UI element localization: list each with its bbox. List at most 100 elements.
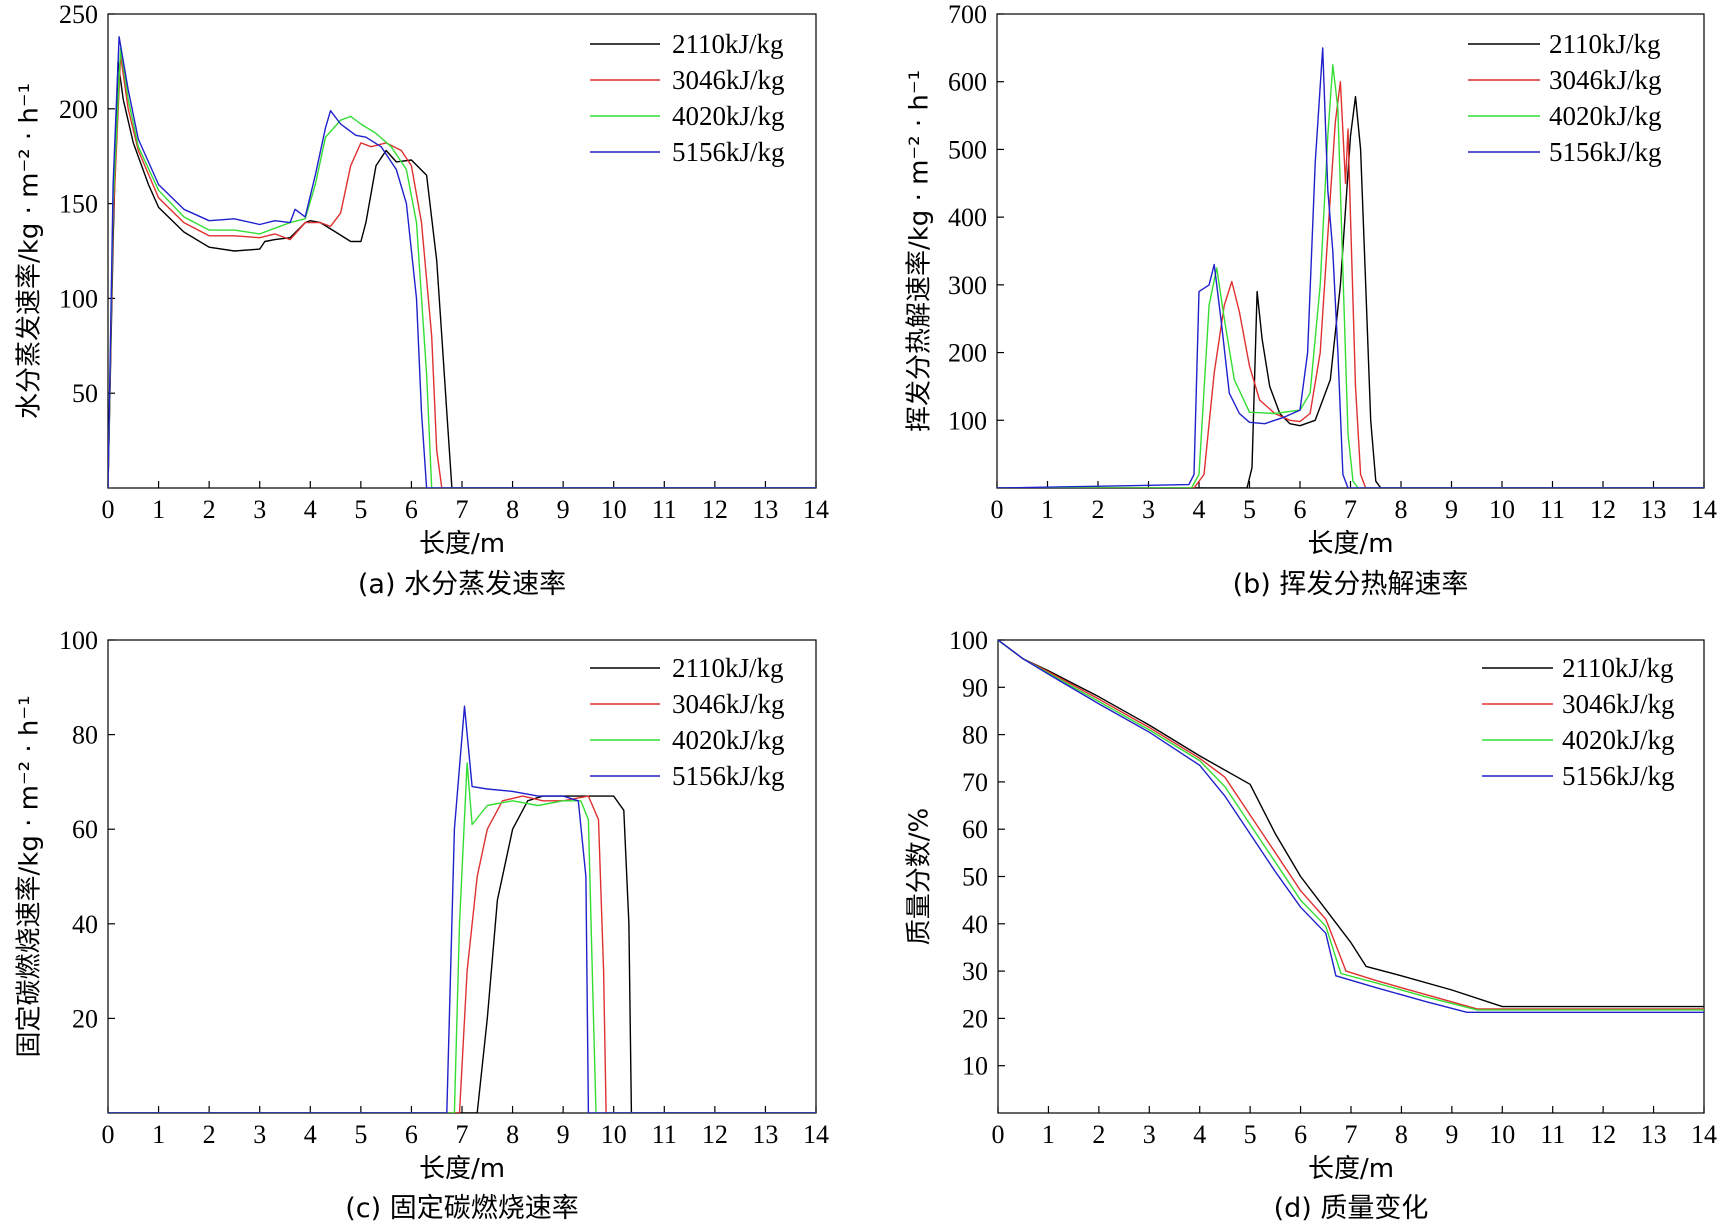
series-line-3046kjkg: [997, 81, 1704, 488]
x-tick-label: 7: [456, 1120, 469, 1149]
x-tick-label: 4: [1193, 495, 1206, 524]
y-tick-label: 50: [72, 379, 98, 408]
y-axis-label: 质量分数/%: [905, 808, 935, 945]
legend: 2110kJ/kg 3046kJ/kg 4020kJ/kg 5156kJ/kg: [590, 653, 785, 791]
y-tick-label: 20: [72, 1004, 98, 1033]
series-line-2110kjkg: [108, 60, 816, 488]
x-tick-label: 9: [1445, 495, 1458, 524]
x-tick-label: 8: [1395, 495, 1408, 524]
series-line-3046kjkg: [998, 640, 1704, 1010]
x-tick-label: 12: [702, 495, 728, 524]
y-tick-label: 100: [59, 284, 98, 313]
x-tick-label: 9: [557, 1120, 570, 1149]
x-tick-label: 13: [752, 1120, 778, 1149]
x-tick-label: 9: [1445, 1120, 1458, 1149]
legend-label: 4020kJ/kg: [1562, 725, 1675, 755]
y-tick-label: 40: [962, 910, 988, 939]
legend-label: 4020kJ/kg: [672, 101, 785, 131]
y-axis-label: 水分蒸发速率/kg · m⁻² · h⁻¹: [15, 83, 45, 419]
series-line-4020kjkg: [997, 64, 1704, 488]
x-tick-label: 7: [456, 495, 469, 524]
series-line-3046kjkg: [108, 795, 816, 1113]
legend-label: 3046kJ/kg: [1549, 65, 1662, 95]
x-tick-label: 5: [354, 495, 367, 524]
x-axis-label: 长度/m: [419, 1154, 505, 1184]
legend-label: 3046kJ/kg: [672, 689, 785, 719]
series-line-4020kjkg: [108, 47, 816, 488]
y-tick-label: 40: [72, 910, 98, 939]
y-tick-label: 100: [59, 626, 98, 655]
x-tick-label: 2: [203, 1120, 216, 1149]
legend: 2110kJ/kg 3046kJ/kg 4020kJ/kg 5156kJ/kg: [1482, 653, 1675, 791]
x-tick-label: 3: [253, 495, 266, 524]
x-tick-label: 14: [803, 495, 829, 524]
x-tick-label: 8: [506, 1120, 519, 1149]
x-tick-label: 0: [991, 495, 1004, 524]
legend-label: 5156kJ/kg: [672, 761, 785, 791]
y-tick-label: 700: [948, 0, 987, 29]
series-line-5156kjkg: [997, 47, 1704, 488]
legend-label: 2110kJ/kg: [672, 29, 784, 59]
series-line-5156kjkg: [108, 705, 816, 1113]
x-tick-label: 13: [752, 495, 778, 524]
legend-label: 4020kJ/kg: [672, 725, 785, 755]
x-tick-label: 5: [354, 1120, 367, 1149]
y-tick-label: 200: [948, 339, 987, 368]
legend: 2110kJ/kg 3046kJ/kg 4020kJ/kg 5156kJ/kg: [1468, 29, 1662, 167]
y-tick-label: 50: [962, 863, 988, 892]
x-tick-label: 1: [1041, 495, 1054, 524]
x-tick-label: 11: [652, 1120, 677, 1149]
x-tick-label: 6: [1294, 1120, 1307, 1149]
panel-caption: (d) 质量变化: [1274, 1193, 1429, 1224]
x-tick-label: 2: [1092, 495, 1105, 524]
x-tick-label: 2: [203, 495, 216, 524]
panel-caption: (b) 挥发分热解速率: [1233, 569, 1469, 600]
x-tick-label: 8: [506, 495, 519, 524]
x-tick-label: 6: [405, 1120, 418, 1149]
y-tick-label: 300: [948, 271, 987, 300]
y-tick-label: 20: [962, 1004, 988, 1033]
series-line-2110kjkg: [997, 95, 1704, 488]
x-tick-label: 3: [1142, 495, 1155, 524]
x-tick-label: 12: [702, 1120, 728, 1149]
y-tick-label: 80: [962, 721, 988, 750]
x-tick-label: 14: [1691, 495, 1717, 524]
series-line-5156kjkg: [108, 36, 816, 488]
chart-panel-3: 0 1 2 3 4 5 6 7 8 9 10 11 12 13 1420406080100长度/m固定碳燃烧…: [15, 626, 830, 1224]
x-tick-label: 12: [1590, 495, 1616, 524]
series-line-2110kjkg: [998, 640, 1704, 1008]
x-tick-label: 4: [1193, 1120, 1206, 1149]
chart-panel-1: 0 1 2 3 4 5 6 7 8 9 10 11 12 13 1450100150200250长度/m水分…: [15, 0, 830, 600]
legend: 2110kJ/kg 3046kJ/kg 4020kJ/kg 5156kJ/kg: [590, 29, 785, 167]
x-tick-label: 11: [1540, 495, 1565, 524]
legend-label: 3046kJ/kg: [672, 65, 785, 95]
chart-panel-2: 0 1 2 3 4 5 6 7 8 9 10 11 12 13 1410020030040050060070…: [905, 0, 1718, 600]
x-tick-label: 12: [1590, 1120, 1616, 1149]
y-tick-label: 200: [59, 95, 98, 124]
panel-caption: (a) 水分蒸发速率: [358, 569, 566, 600]
x-tick-label: 2: [1092, 1120, 1105, 1149]
x-tick-label: 8: [1395, 1120, 1408, 1149]
series-line-3046kjkg: [108, 55, 816, 488]
x-tick-label: 3: [253, 1120, 266, 1149]
y-tick-label: 70: [962, 768, 988, 797]
x-tick-label: 6: [1294, 495, 1307, 524]
legend-label: 3046kJ/kg: [1562, 689, 1675, 719]
y-tick-label: 100: [949, 626, 988, 655]
x-tick-label: 1: [152, 495, 165, 524]
legend-label: 2110kJ/kg: [672, 653, 784, 683]
x-axis-label: 长度/m: [1308, 1154, 1394, 1184]
series-line-4020kjkg: [998, 640, 1704, 1011]
y-tick-label: 400: [948, 203, 987, 232]
x-tick-label: 7: [1344, 495, 1357, 524]
x-tick-label: 1: [152, 1120, 165, 1149]
legend-label: 2110kJ/kg: [1562, 653, 1674, 683]
legend-label: 5156kJ/kg: [1549, 137, 1662, 167]
x-tick-label: 14: [803, 1120, 829, 1149]
panel-caption: (c) 固定碳燃烧速率: [345, 1193, 579, 1224]
series-line-5156kjkg: [998, 640, 1704, 1013]
x-axis-label: 长度/m: [419, 529, 505, 559]
x-tick-label: 10: [601, 495, 627, 524]
legend-label: 5156kJ/kg: [672, 137, 785, 167]
